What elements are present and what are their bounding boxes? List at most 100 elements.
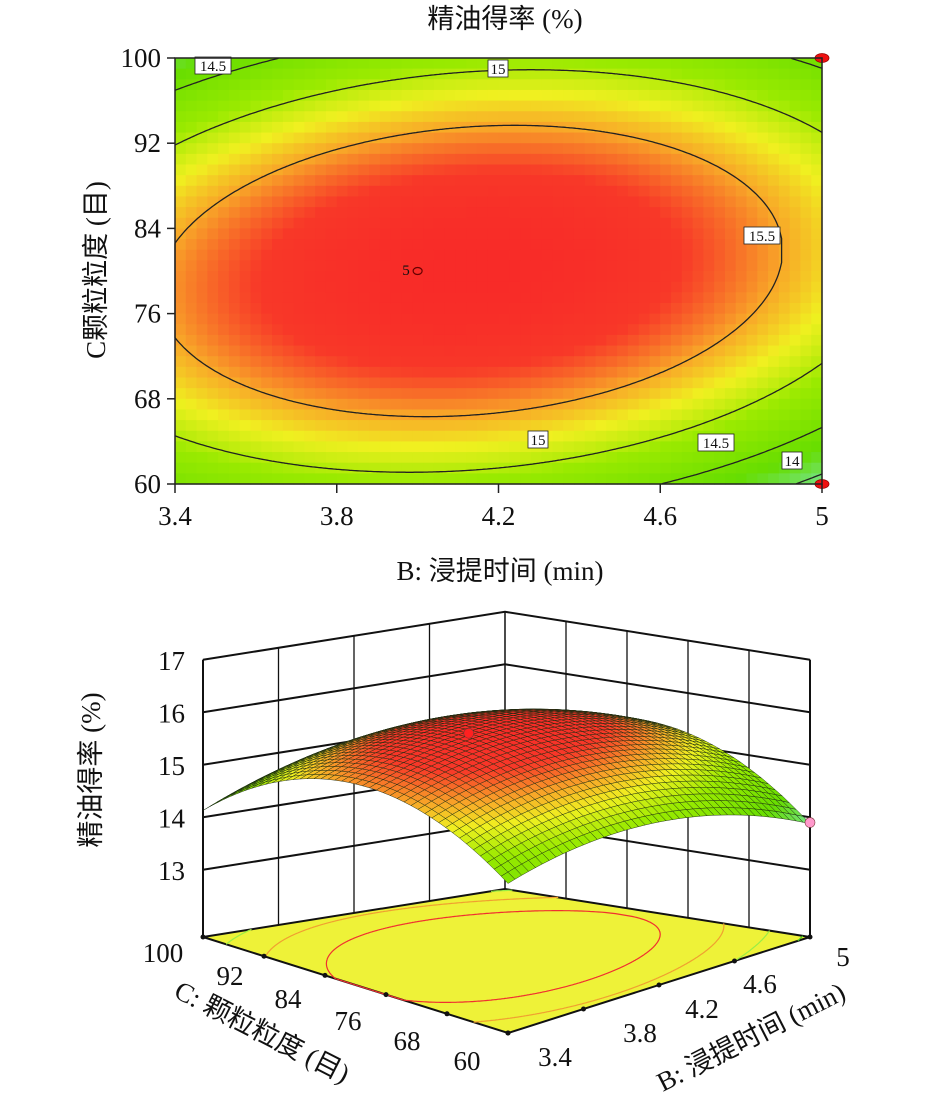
heatmap-cell	[811, 100, 823, 112]
heatmap-cell	[811, 68, 823, 80]
heatmap-cell	[444, 377, 456, 389]
heatmap-cell	[606, 121, 618, 134]
heatmap-cell	[358, 441, 370, 453]
heatmap-cell	[347, 228, 359, 240]
heatmap-cell	[390, 79, 403, 91]
heatmap-cell	[228, 153, 241, 166]
heatmap-cell	[692, 121, 704, 134]
heatmap-cell	[444, 100, 456, 112]
heatmap-cell	[541, 302, 554, 315]
heatmap-cell	[563, 356, 575, 368]
heatmap-cell	[433, 239, 446, 251]
heatmap-cell	[617, 334, 629, 347]
heatmap-cell	[379, 356, 392, 368]
heatmap-cell	[789, 175, 802, 187]
heatmap-cell	[433, 100, 446, 112]
heatmap-cell	[638, 207, 651, 219]
heatmap-cell	[498, 207, 510, 219]
heatmap-cell	[595, 239, 607, 251]
heatmap-cell	[714, 68, 726, 80]
heatmap-cell	[800, 217, 812, 229]
heatmap-cell	[379, 175, 392, 187]
heatmap-cell	[347, 164, 359, 176]
heatmap-cell	[692, 452, 704, 464]
heatmap-cell	[768, 111, 780, 123]
heatmap-cell	[369, 196, 381, 208]
contour-label: 14	[785, 454, 801, 470]
heatmap-cell	[455, 249, 467, 261]
heatmap-cell	[584, 153, 597, 166]
heatmap-cell	[476, 185, 489, 198]
heatmap-cell	[207, 164, 219, 176]
heatmap-cell	[735, 281, 748, 293]
heatmap-cell	[757, 68, 769, 80]
heatmap-cell	[336, 153, 349, 166]
heatmap-cell	[703, 185, 715, 198]
heatmap-cell	[228, 324, 241, 336]
heatmap-cell	[724, 366, 737, 379]
heatmap-cell	[175, 388, 187, 400]
heatmap-cell	[250, 313, 262, 325]
heatmap-cell	[703, 217, 715, 229]
heatmap-cell	[444, 239, 456, 251]
heatmap-cell	[369, 132, 381, 144]
heatmap-cell	[541, 89, 554, 102]
heatmap-cell	[315, 420, 327, 432]
heatmap-cell	[466, 260, 478, 272]
heatmap-cell	[595, 324, 607, 336]
heatmap-cell	[315, 89, 327, 102]
heatmap-cell	[369, 153, 381, 166]
heatmap-cell	[293, 100, 305, 112]
heatmap-cell	[671, 175, 683, 187]
heatmap-cell	[681, 324, 694, 336]
heatmap-cell	[390, 377, 403, 389]
heatmap-cell	[606, 79, 618, 91]
heatmap-cell	[433, 271, 446, 283]
heatmap-cell	[757, 100, 769, 112]
heatmap-cell	[563, 324, 575, 336]
heatmap-cell	[498, 409, 510, 421]
heatmap-cell	[584, 292, 597, 304]
heatmap-cell	[347, 324, 359, 336]
heatmap-cell	[423, 239, 435, 251]
heatmap-cell	[692, 313, 704, 325]
heatmap-cell	[692, 334, 704, 347]
heatmap-cell	[272, 452, 284, 464]
heatmap-cell	[530, 473, 543, 485]
heatmap-cell	[789, 302, 802, 315]
heatmap-cell	[509, 217, 521, 229]
heatmap-cell	[315, 196, 327, 208]
heatmap-cell	[811, 58, 823, 70]
heatmap-cell	[358, 462, 370, 474]
heatmap-cell	[466, 196, 478, 208]
heatmap-cell	[466, 430, 478, 442]
contour-label-box	[697, 433, 735, 452]
heatmap-cell	[606, 281, 618, 293]
heatmap-cell	[768, 164, 780, 176]
heatmap-cell	[358, 185, 370, 198]
heatmap-cell	[444, 462, 456, 474]
heatmap-cell	[218, 281, 230, 293]
heatmap-cell	[530, 313, 543, 325]
heatmap-cell	[757, 302, 769, 315]
heatmap-cell	[433, 111, 446, 123]
floor-contour	[491, 889, 513, 892]
heatmap-cell	[714, 473, 726, 485]
heatmap-cell	[487, 132, 500, 144]
heatmap-cell	[272, 420, 284, 432]
heatmap-cell	[703, 207, 715, 219]
heatmap-cell	[455, 132, 467, 144]
heatmap-cell	[703, 249, 715, 261]
heatmap-cell	[757, 271, 769, 283]
heatmap-cell	[735, 132, 748, 144]
heatmap-cell	[369, 207, 381, 219]
heatmap-cell	[541, 292, 554, 304]
heatmap-cell	[573, 228, 586, 240]
surface-z-label: 精油得率 (%)	[76, 692, 106, 847]
heatmap-cell	[487, 324, 500, 336]
heatmap-cell	[175, 68, 187, 80]
heatmap-cell	[552, 271, 564, 283]
heatmap-cell	[746, 260, 758, 272]
heatmap-cell	[606, 334, 618, 347]
heatmap-cell	[423, 249, 435, 261]
